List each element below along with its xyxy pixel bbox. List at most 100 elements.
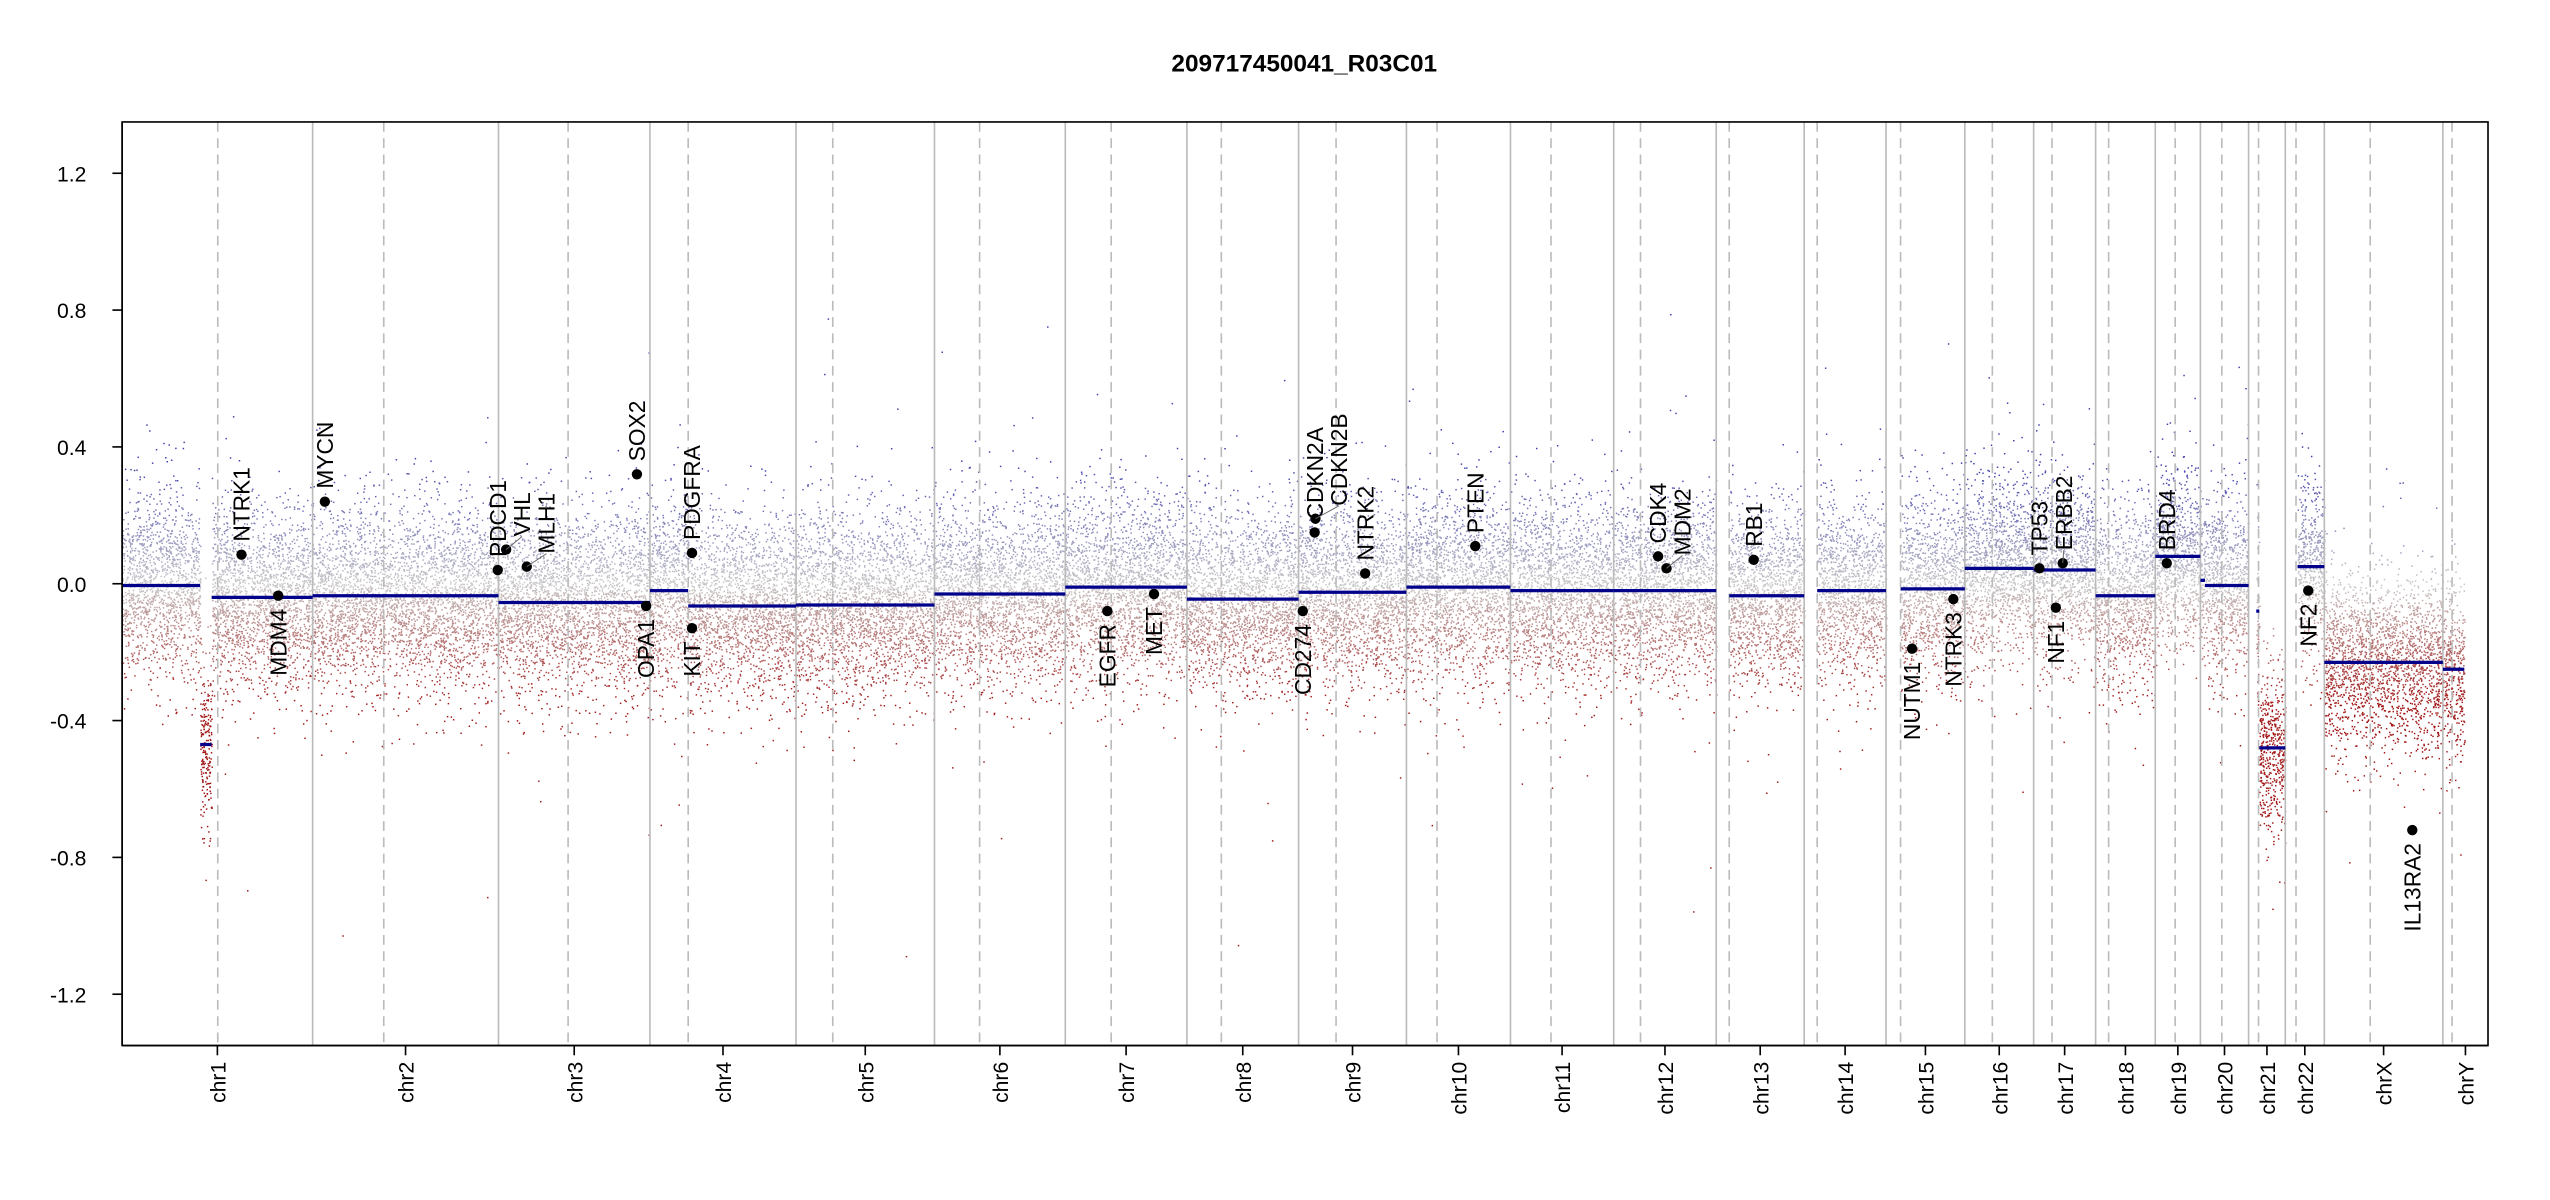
probe-point bbox=[127, 577, 129, 579]
probe-point bbox=[333, 592, 335, 594]
probe-point bbox=[442, 653, 445, 655]
probe-point bbox=[394, 606, 396, 609]
probe-point bbox=[164, 567, 166, 570]
probe-point bbox=[165, 548, 168, 550]
probe-point bbox=[163, 640, 165, 643]
probe-point bbox=[408, 557, 411, 560]
probe-point bbox=[288, 641, 290, 644]
probe-point bbox=[388, 583, 390, 585]
probe-point bbox=[356, 574, 358, 576]
probe-point bbox=[198, 661, 200, 664]
probe-point bbox=[214, 606, 216, 609]
probe-point bbox=[256, 617, 258, 619]
probe-point bbox=[187, 573, 190, 576]
probe-point bbox=[178, 533, 181, 536]
probe-point bbox=[310, 486, 312, 489]
probe-point bbox=[284, 622, 287, 625]
probe-point bbox=[148, 536, 150, 538]
probe-point bbox=[125, 616, 128, 618]
probe-point bbox=[301, 587, 304, 589]
probe-point bbox=[488, 577, 491, 580]
probe-point bbox=[486, 650, 489, 653]
probe-point bbox=[444, 503, 446, 505]
probe-point bbox=[343, 584, 346, 586]
probe-point bbox=[416, 723, 419, 726]
probe-point bbox=[361, 587, 363, 590]
probe-point bbox=[233, 568, 236, 570]
probe-point bbox=[163, 614, 166, 617]
probe-point bbox=[368, 564, 371, 566]
probe-point bbox=[125, 546, 128, 548]
probe-point bbox=[175, 648, 178, 651]
probe-point bbox=[257, 537, 260, 539]
probe-point bbox=[360, 600, 362, 602]
probe-point bbox=[472, 576, 475, 578]
probe-point bbox=[297, 552, 300, 554]
probe-point bbox=[485, 625, 488, 627]
probe-point bbox=[353, 659, 355, 662]
probe-point bbox=[306, 646, 309, 648]
probe-point bbox=[179, 572, 181, 574]
probe-point bbox=[405, 643, 408, 646]
probe-point bbox=[162, 553, 164, 556]
probe-point bbox=[195, 638, 198, 640]
probe-point bbox=[168, 514, 170, 517]
probe-point bbox=[253, 631, 255, 633]
probe-point bbox=[226, 526, 229, 528]
probe-point bbox=[232, 512, 235, 514]
probe-point bbox=[208, 799, 210, 801]
probe-point bbox=[168, 555, 170, 557]
probe-point bbox=[124, 468, 127, 471]
probe-point bbox=[265, 594, 267, 596]
probe-point bbox=[228, 660, 230, 663]
probe-point bbox=[145, 596, 148, 598]
probe-point bbox=[216, 527, 218, 529]
probe-point bbox=[291, 540, 294, 543]
probe-point bbox=[463, 552, 466, 554]
probe-point bbox=[470, 608, 472, 611]
probe-point bbox=[155, 613, 157, 616]
probe-point bbox=[254, 653, 257, 655]
probe-point bbox=[404, 582, 407, 585]
probe-point bbox=[479, 593, 482, 595]
probe-point bbox=[226, 557, 228, 559]
probe-point bbox=[412, 577, 414, 580]
probe-point bbox=[187, 589, 190, 591]
probe-point bbox=[229, 548, 231, 551]
probe-point bbox=[130, 689, 133, 691]
probe-point bbox=[250, 565, 253, 568]
probe-point bbox=[152, 578, 155, 581]
probe-point bbox=[261, 579, 264, 581]
probe-point bbox=[189, 599, 191, 601]
probe-point bbox=[427, 622, 429, 625]
probe-point bbox=[235, 617, 237, 620]
probe-point bbox=[231, 629, 233, 632]
probe-point bbox=[224, 641, 226, 643]
probe-point bbox=[198, 550, 200, 553]
probe-point bbox=[171, 605, 174, 608]
probe-point bbox=[247, 621, 250, 624]
probe-point bbox=[457, 510, 459, 512]
probe-point bbox=[227, 633, 229, 636]
probe-point bbox=[384, 554, 387, 556]
probe-point bbox=[440, 568, 443, 571]
probe-point bbox=[139, 588, 141, 591]
probe-point bbox=[429, 569, 431, 571]
probe-point bbox=[362, 588, 364, 590]
probe-point bbox=[180, 607, 182, 609]
probe-point bbox=[349, 546, 351, 549]
probe-point bbox=[209, 761, 212, 763]
probe-point bbox=[174, 559, 176, 561]
probe-point bbox=[155, 541, 158, 544]
probe-point bbox=[269, 605, 272, 607]
probe-point bbox=[447, 620, 450, 622]
probe-point bbox=[147, 586, 149, 589]
probe-point bbox=[140, 557, 142, 560]
probe-point bbox=[309, 514, 312, 516]
probe-point bbox=[276, 700, 279, 702]
probe-point bbox=[474, 617, 477, 619]
probe-point bbox=[472, 580, 475, 583]
probe-point bbox=[404, 581, 406, 583]
probe-point bbox=[308, 640, 310, 643]
probe-point bbox=[449, 664, 452, 667]
